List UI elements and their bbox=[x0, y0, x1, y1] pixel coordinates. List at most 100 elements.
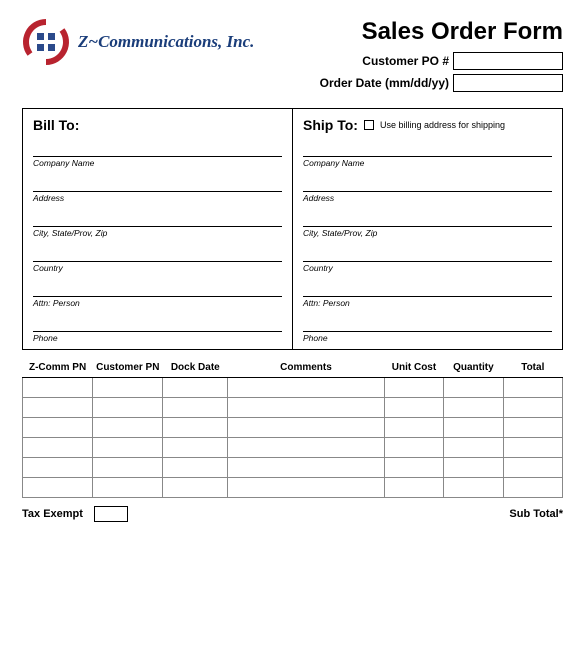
ship-to-fields: Company Name Address City, State/Prov, Zip… bbox=[303, 141, 552, 343]
tax-exempt-label: Tax Exempt bbox=[22, 508, 83, 520]
footer: Tax Exempt Sub Total* bbox=[22, 506, 563, 522]
use-billing-label: Use billing address for shipping bbox=[380, 120, 505, 130]
address-field-label: Phone bbox=[303, 333, 552, 343]
table-cell[interactable] bbox=[163, 398, 228, 418]
table-row bbox=[23, 418, 563, 438]
address-field-group: City, State/Prov, Zip bbox=[33, 211, 282, 238]
company-logo-icon bbox=[22, 18, 70, 66]
column-header: Customer PN bbox=[93, 358, 163, 378]
address-field-group: Phone bbox=[303, 316, 552, 343]
table-cell[interactable] bbox=[228, 398, 385, 418]
address-field-group: Attn: Person bbox=[303, 281, 552, 308]
table-cell[interactable] bbox=[23, 398, 93, 418]
table-row bbox=[23, 398, 563, 418]
table-cell[interactable] bbox=[93, 458, 163, 478]
table-cell[interactable] bbox=[503, 378, 562, 398]
table-cell[interactable] bbox=[163, 418, 228, 438]
ship-to-heading-text: Ship To: bbox=[303, 117, 358, 133]
table-cell[interactable] bbox=[444, 418, 503, 438]
address-field-group: Country bbox=[33, 246, 282, 273]
tax-exempt-area: Tax Exempt bbox=[22, 506, 128, 522]
table-cell[interactable] bbox=[384, 478, 443, 498]
table-cell[interactable] bbox=[444, 478, 503, 498]
tax-exempt-input[interactable] bbox=[94, 506, 128, 522]
table-cell[interactable] bbox=[163, 378, 228, 398]
address-line-input[interactable] bbox=[303, 316, 552, 332]
table-cell[interactable] bbox=[93, 378, 163, 398]
address-line-input[interactable] bbox=[303, 211, 552, 227]
table-row bbox=[23, 458, 563, 478]
items-header-row: Z-Comm PNCustomer PNDock DateCommentsUni… bbox=[23, 358, 563, 378]
column-header: Unit Cost bbox=[384, 358, 443, 378]
table-cell[interactable] bbox=[93, 418, 163, 438]
address-line-input[interactable] bbox=[33, 246, 282, 262]
table-cell[interactable] bbox=[384, 458, 443, 478]
address-field-group: Company Name bbox=[303, 141, 552, 168]
address-line-input[interactable] bbox=[303, 176, 552, 192]
table-cell[interactable] bbox=[23, 458, 93, 478]
bill-to-fields: Company Name Address City, State/Prov, Zip… bbox=[33, 141, 282, 343]
address-field-group: Country bbox=[303, 246, 552, 273]
address-line-input[interactable] bbox=[303, 281, 552, 297]
table-cell[interactable] bbox=[444, 398, 503, 418]
table-cell[interactable] bbox=[163, 458, 228, 478]
column-header: Total bbox=[503, 358, 562, 378]
address-field-label: City, State/Prov, Zip bbox=[33, 228, 282, 238]
bill-to-heading: Bill To: bbox=[33, 117, 282, 133]
table-cell[interactable] bbox=[228, 478, 385, 498]
column-header: Z-Comm PN bbox=[23, 358, 93, 378]
address-line-input[interactable] bbox=[33, 316, 282, 332]
table-cell[interactable] bbox=[23, 438, 93, 458]
table-cell[interactable] bbox=[503, 458, 562, 478]
customer-po-label: Customer PO # bbox=[362, 54, 449, 68]
address-field-group: Address bbox=[303, 176, 552, 203]
items-table: Z-Comm PNCustomer PNDock DateCommentsUni… bbox=[22, 358, 563, 498]
table-cell[interactable] bbox=[503, 478, 562, 498]
table-cell[interactable] bbox=[93, 398, 163, 418]
order-date-input[interactable] bbox=[453, 74, 563, 92]
address-line-input[interactable] bbox=[303, 246, 552, 262]
address-line-input[interactable] bbox=[33, 281, 282, 297]
column-header: Quantity bbox=[444, 358, 503, 378]
table-cell[interactable] bbox=[384, 378, 443, 398]
table-cell[interactable] bbox=[23, 478, 93, 498]
table-cell[interactable] bbox=[384, 418, 443, 438]
table-cell[interactable] bbox=[228, 378, 385, 398]
customer-po-input[interactable] bbox=[453, 52, 563, 70]
table-cell[interactable] bbox=[93, 478, 163, 498]
table-cell[interactable] bbox=[228, 458, 385, 478]
customer-po-row: Customer PO # bbox=[320, 52, 563, 70]
table-cell[interactable] bbox=[163, 438, 228, 458]
table-cell[interactable] bbox=[444, 378, 503, 398]
address-line-input[interactable] bbox=[33, 176, 282, 192]
address-field-label: Attn: Person bbox=[33, 298, 282, 308]
table-cell[interactable] bbox=[503, 438, 562, 458]
header: Z~Communications, Inc. Sales Order Form … bbox=[22, 18, 563, 96]
address-line-input[interactable] bbox=[33, 141, 282, 157]
address-field-group: City, State/Prov, Zip bbox=[303, 211, 552, 238]
title-area: Sales Order Form Customer PO # Order Dat… bbox=[320, 18, 563, 96]
use-billing-checkbox[interactable] bbox=[364, 120, 374, 130]
address-field-label: City, State/Prov, Zip bbox=[303, 228, 552, 238]
address-field-group: Company Name bbox=[33, 141, 282, 168]
table-cell[interactable] bbox=[384, 398, 443, 418]
order-date-label: Order Date (mm/dd/yy) bbox=[320, 76, 449, 90]
bill-to-section: Bill To: Company Name Address City, State/… bbox=[23, 109, 292, 349]
table-cell[interactable] bbox=[163, 478, 228, 498]
address-field-group: Address bbox=[33, 176, 282, 203]
address-line-input[interactable] bbox=[303, 141, 552, 157]
address-field-label: Address bbox=[303, 193, 552, 203]
table-cell[interactable] bbox=[228, 418, 385, 438]
table-cell[interactable] bbox=[384, 438, 443, 458]
address-line-input[interactable] bbox=[33, 211, 282, 227]
table-cell[interactable] bbox=[93, 438, 163, 458]
items-body bbox=[23, 378, 563, 498]
table-cell[interactable] bbox=[503, 418, 562, 438]
table-cell[interactable] bbox=[228, 438, 385, 458]
ship-to-section: Ship To: Use billing address for shippin… bbox=[292, 109, 562, 349]
table-cell[interactable] bbox=[444, 438, 503, 458]
table-cell[interactable] bbox=[444, 458, 503, 478]
table-cell[interactable] bbox=[23, 378, 93, 398]
table-cell[interactable] bbox=[503, 398, 562, 418]
table-cell[interactable] bbox=[23, 418, 93, 438]
